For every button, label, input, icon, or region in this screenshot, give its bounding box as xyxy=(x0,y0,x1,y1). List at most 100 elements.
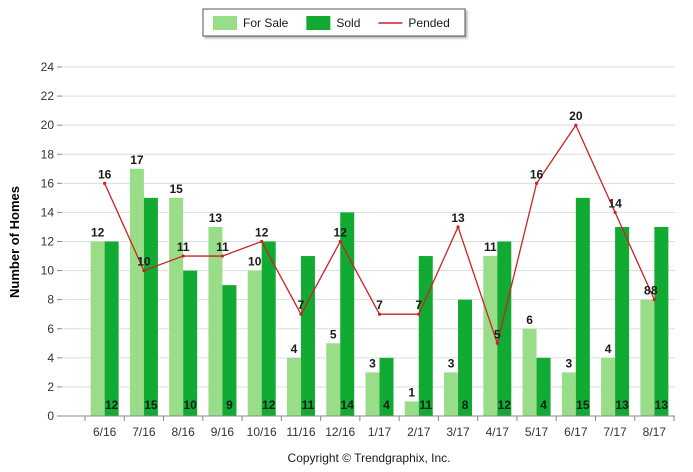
pended-point xyxy=(260,239,264,244)
legend-swatch xyxy=(213,16,237,30)
label-for-sale: 3 xyxy=(448,356,455,370)
label-pended: 8 xyxy=(651,284,658,298)
label-sold: 9 xyxy=(226,398,233,412)
label-sold: 11 xyxy=(419,398,432,412)
bar-for-sale xyxy=(247,270,262,416)
label-pended: 7 xyxy=(415,298,422,312)
y-tick-label: 0 xyxy=(47,409,54,423)
y-tick-label: 18 xyxy=(41,147,55,161)
label-sold: 8 xyxy=(462,398,469,412)
x-tick-label: 12/16 xyxy=(325,425,355,439)
x-tick-label: 7/16 xyxy=(132,425,156,439)
bar-for-sale xyxy=(601,357,616,416)
y-tick-label: 6 xyxy=(47,322,54,336)
y-tick-label: 10 xyxy=(41,264,55,278)
x-tick-label: 7/17 xyxy=(603,425,627,439)
bar-for-sale xyxy=(326,343,341,416)
x-tick-label: 8/17 xyxy=(643,425,667,439)
y-axis-label: Number of Homes xyxy=(7,186,22,298)
bar-sold xyxy=(183,270,198,416)
label-for-sale: 11 xyxy=(484,240,497,254)
label-sold: 14 xyxy=(341,398,355,412)
bar-for-sale xyxy=(129,168,144,416)
pended-point xyxy=(220,254,225,258)
label-for-sale: 17 xyxy=(130,153,144,167)
bar-for-sale xyxy=(444,372,459,416)
label-for-sale: 1 xyxy=(408,385,415,399)
label-for-sale: 8 xyxy=(644,284,651,298)
label-for-sale: 3 xyxy=(565,356,572,370)
x-tick-label: 3/17 xyxy=(446,425,470,439)
bar-for-sale xyxy=(522,328,537,416)
bar-for-sale xyxy=(640,299,655,416)
x-tick-label: 10/16 xyxy=(247,425,277,439)
label-pended: 5 xyxy=(494,327,501,341)
label-sold: 12 xyxy=(105,398,119,412)
x-tick-label: 1/17 xyxy=(368,425,392,439)
pended-point xyxy=(181,254,185,258)
y-tick-label: 2 xyxy=(47,380,54,394)
y-tick-label: 8 xyxy=(47,293,54,307)
bar-sold xyxy=(536,357,551,416)
label-sold: 15 xyxy=(144,398,158,412)
bar-sold xyxy=(458,299,473,416)
bar-sold xyxy=(575,197,590,416)
pended-point xyxy=(534,181,539,185)
bar-sold xyxy=(418,256,433,416)
x-tick-label: 6/17 xyxy=(564,425,588,439)
y-tick-label: 4 xyxy=(47,351,54,365)
bar-sold xyxy=(379,357,394,416)
pended-point xyxy=(613,210,617,215)
label-for-sale: 10 xyxy=(248,255,262,269)
bar-for-sale xyxy=(90,241,105,416)
bar-for-sale xyxy=(286,357,301,416)
label-sold: 11 xyxy=(302,398,315,412)
bar-sold xyxy=(340,212,355,416)
pended-point xyxy=(299,312,303,316)
label-pended: 11 xyxy=(216,240,229,254)
bar-sold xyxy=(300,256,315,416)
bar-for-sale xyxy=(365,372,380,416)
label-for-sale: 15 xyxy=(169,182,183,196)
label-pended: 13 xyxy=(451,211,465,225)
pended-point xyxy=(495,341,499,345)
bar-sold xyxy=(143,197,158,416)
x-tick-label: 6/16 xyxy=(93,425,117,439)
label-for-sale: 4 xyxy=(291,342,298,356)
label-pended: 16 xyxy=(98,167,112,181)
pended-line xyxy=(103,123,656,346)
bar-sold xyxy=(222,285,237,416)
bar-sold xyxy=(261,241,276,416)
bar-for-sale xyxy=(208,226,223,416)
y-tick-label: 12 xyxy=(41,235,55,249)
label-pended: 12 xyxy=(255,226,269,240)
label-for-sale: 12 xyxy=(91,226,105,240)
pended-point xyxy=(338,239,342,244)
bars xyxy=(90,168,669,416)
label-for-sale: 4 xyxy=(605,342,612,356)
label-sold: 13 xyxy=(655,398,669,412)
bar-for-sale xyxy=(561,372,576,416)
x-tick-label: 9/16 xyxy=(211,425,235,439)
label-pended: 7 xyxy=(376,298,383,312)
pended-point xyxy=(103,181,107,185)
label-sold: 12 xyxy=(498,398,512,412)
x-tick-label: 4/17 xyxy=(486,425,510,439)
pended-point xyxy=(456,225,460,229)
y-tick-label: 22 xyxy=(41,89,55,103)
label-sold: 13 xyxy=(615,398,629,412)
x-tick-label: 11/16 xyxy=(286,425,315,439)
y-tick-label: 20 xyxy=(41,118,55,132)
label-pended: 20 xyxy=(569,109,583,123)
bar-for-sale xyxy=(483,256,498,416)
pended-point xyxy=(377,312,382,316)
label-for-sale: 3 xyxy=(369,356,376,370)
label-sold: 12 xyxy=(262,398,276,412)
legend-box xyxy=(202,8,466,37)
x-tick-label: 8/16 xyxy=(171,425,195,439)
label-pended: 16 xyxy=(530,167,544,181)
label-for-sale: 13 xyxy=(209,211,223,225)
data-labels: 1212171515101391012411514341113811126431… xyxy=(91,109,668,412)
copyright-text: Copyright © Trendgraphix, Inc. xyxy=(288,451,451,465)
